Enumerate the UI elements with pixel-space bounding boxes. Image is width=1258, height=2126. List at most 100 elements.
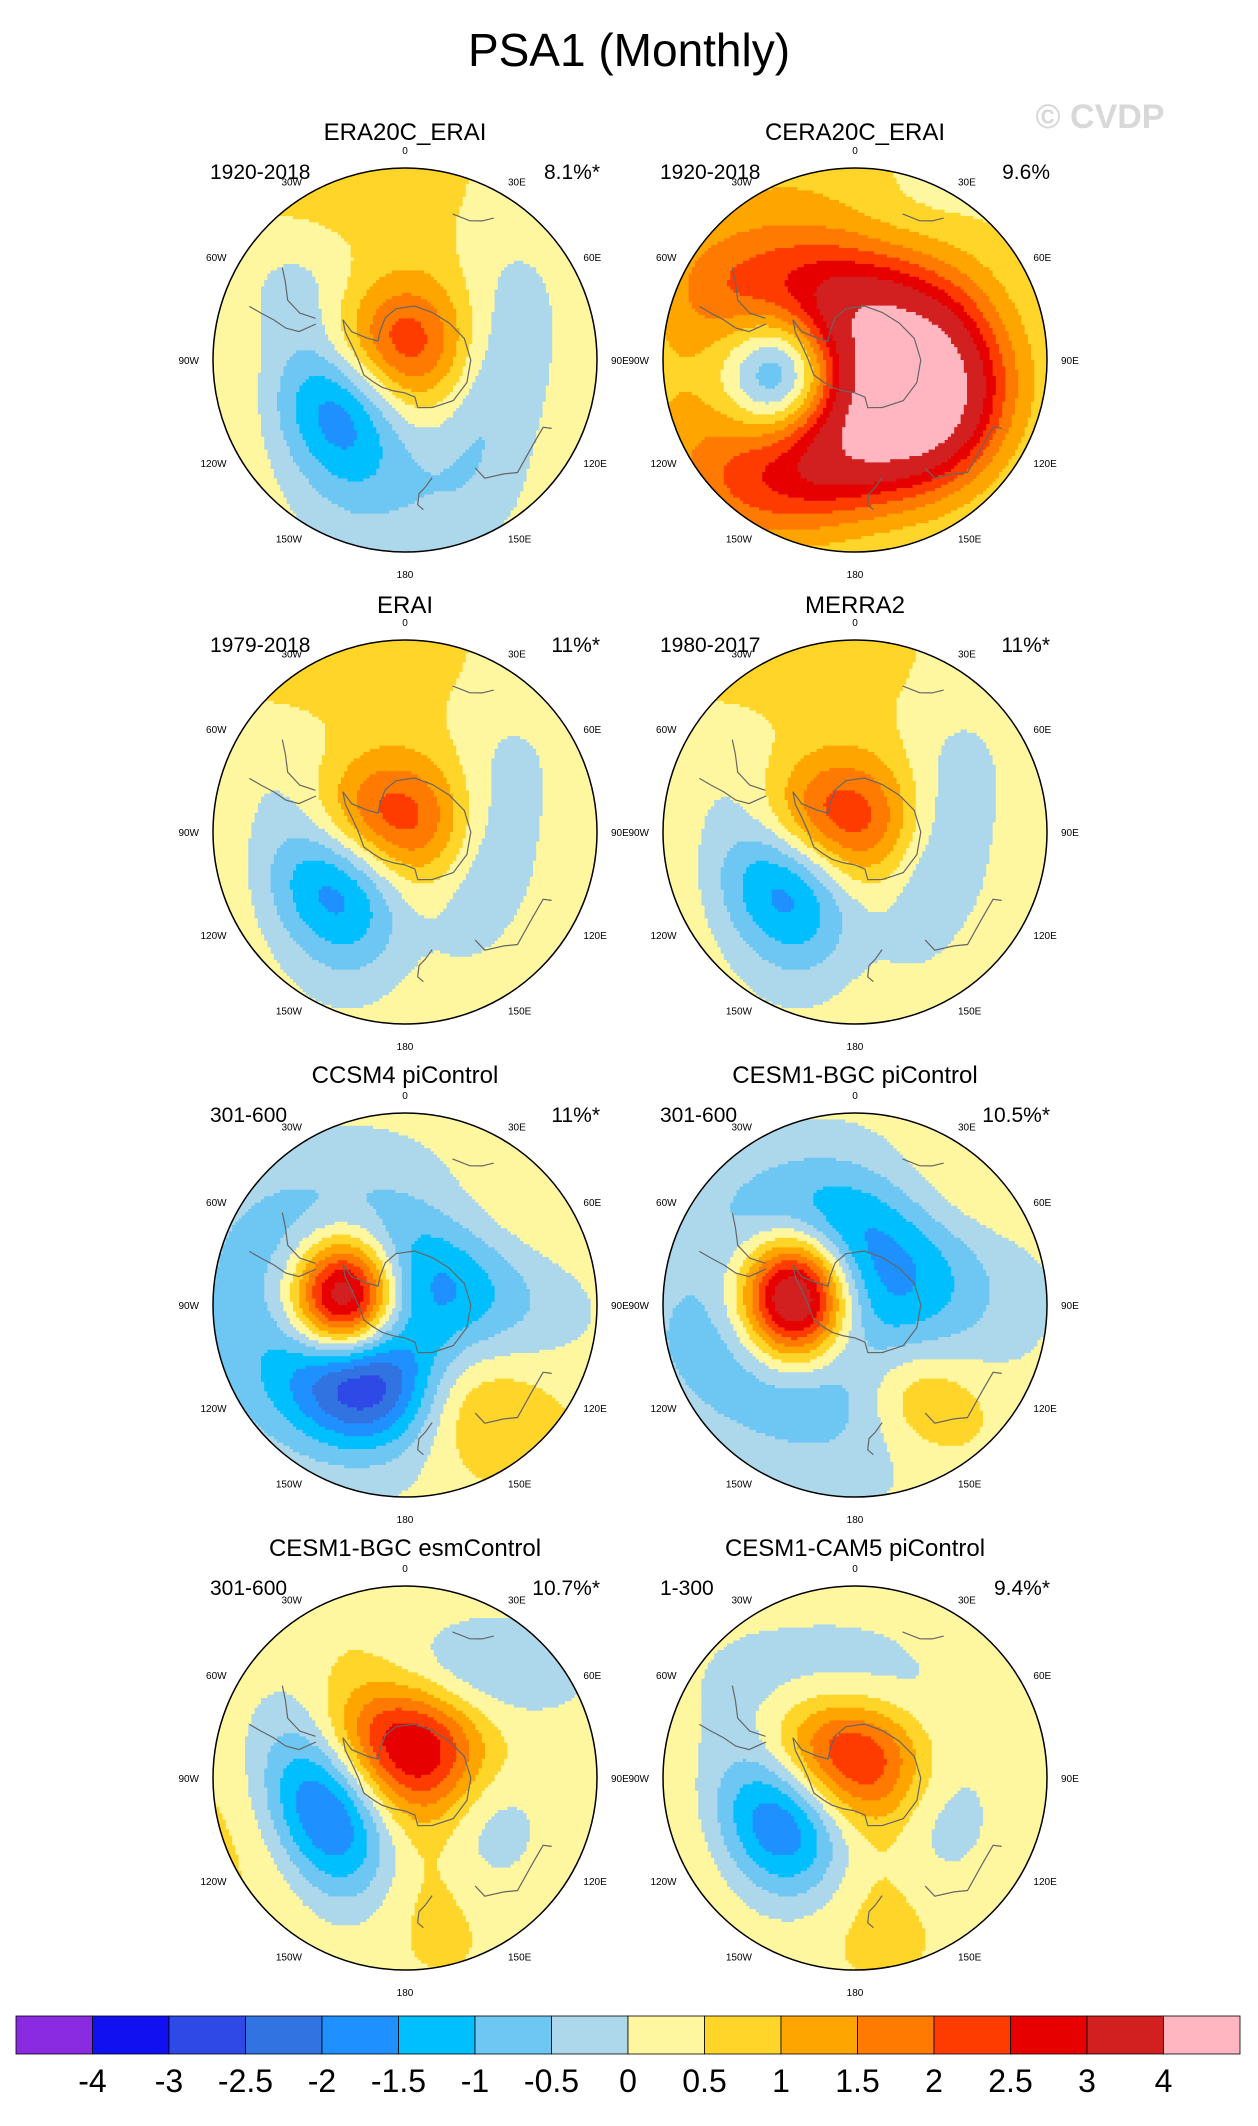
field-cell xyxy=(663,331,734,335)
field-cell xyxy=(520,902,597,907)
field-cell xyxy=(1021,484,1047,489)
field-cell xyxy=(283,793,320,798)
field-cell xyxy=(494,1285,528,1290)
field-cell xyxy=(318,825,339,830)
field-cell xyxy=(315,1394,339,1399)
field-cell xyxy=(896,700,1047,705)
field-cell xyxy=(787,392,802,396)
field-cell xyxy=(379,1321,387,1325)
field-cell xyxy=(257,918,281,923)
field-cell xyxy=(213,1423,259,1428)
field-cell xyxy=(456,1445,579,1450)
field-cell xyxy=(663,995,760,999)
field-cell xyxy=(529,1289,585,1293)
field-cell xyxy=(459,1455,579,1460)
field-cell xyxy=(669,344,712,348)
field-cell xyxy=(277,912,300,916)
field-cell xyxy=(456,238,597,243)
field-cell xyxy=(539,835,597,839)
field-cell xyxy=(581,1333,597,1338)
field-cell xyxy=(443,848,460,852)
field-cell xyxy=(938,238,1013,243)
field-cell xyxy=(663,876,699,881)
field-cell xyxy=(213,1308,268,1312)
field-cell xyxy=(357,803,380,807)
field-cell xyxy=(784,395,798,399)
field-cell xyxy=(922,854,990,859)
field-cell xyxy=(491,777,544,782)
field-cell xyxy=(376,427,393,431)
field-cell xyxy=(248,1209,307,1213)
field-cell xyxy=(216,1154,438,1159)
field-cell xyxy=(459,212,597,217)
field-cell xyxy=(414,748,457,753)
field-cell xyxy=(730,915,754,919)
field-cell xyxy=(896,697,1047,702)
field-cell xyxy=(213,1173,454,1178)
field-cell xyxy=(417,912,441,916)
field-cell xyxy=(1034,369,1047,374)
field-cell xyxy=(280,790,320,795)
field-cell xyxy=(257,392,278,396)
field-cell xyxy=(456,1442,579,1447)
field-cell xyxy=(213,241,348,246)
field-cell xyxy=(663,1001,773,1006)
field-cell xyxy=(533,1247,597,1252)
field-cell xyxy=(459,1353,512,1357)
field-cell xyxy=(376,1301,384,1306)
field-cell xyxy=(350,1234,374,1239)
field-cell xyxy=(385,1269,393,1274)
field-cell xyxy=(823,803,869,807)
field-cell xyxy=(501,273,540,278)
field-cell xyxy=(293,889,320,894)
field-cell xyxy=(663,190,754,195)
field-cell xyxy=(277,392,297,396)
field-cell xyxy=(819,366,827,371)
field-cell xyxy=(915,864,987,868)
field-cell xyxy=(267,1394,294,1399)
field-cell xyxy=(382,1282,390,1287)
field-cell xyxy=(395,1301,403,1306)
field-cell xyxy=(472,385,547,390)
field-cell xyxy=(277,478,310,483)
field-cell xyxy=(213,328,262,332)
field-cell xyxy=(819,372,827,377)
field-cell xyxy=(366,896,384,900)
field-cell xyxy=(213,225,326,230)
field-cell xyxy=(325,828,342,833)
field-cell xyxy=(337,784,361,788)
field-cell xyxy=(845,203,926,207)
field-cell xyxy=(273,956,313,961)
field-cell xyxy=(749,944,837,948)
field-cell xyxy=(363,1295,371,1300)
field-cell xyxy=(906,748,942,753)
field-cell xyxy=(213,449,268,454)
field-cell xyxy=(986,745,1047,750)
field-cell xyxy=(663,523,690,527)
field-cell xyxy=(507,1228,597,1232)
field-cell xyxy=(325,806,342,811)
field-cell xyxy=(983,880,1047,884)
field-cell xyxy=(663,206,712,211)
field-cell xyxy=(401,1266,412,1271)
field-cell xyxy=(392,883,460,887)
field-cell xyxy=(369,398,387,403)
field-cell xyxy=(213,716,320,721)
field-cell xyxy=(283,1276,294,1280)
field-cell xyxy=(765,790,786,795)
field-cell xyxy=(264,283,320,287)
field-cell xyxy=(417,803,438,807)
field-cell xyxy=(807,337,818,342)
field-cell xyxy=(475,1260,508,1264)
field-cell xyxy=(558,1263,597,1268)
field-cell xyxy=(775,963,818,967)
field-cell xyxy=(469,812,489,817)
field-cell xyxy=(213,1151,220,1156)
field-cell xyxy=(842,912,971,916)
field-cell xyxy=(459,404,544,409)
field-cell xyxy=(663,411,667,415)
field-cell xyxy=(663,672,910,676)
field-cell xyxy=(903,796,917,801)
field-cell xyxy=(1018,379,1035,383)
